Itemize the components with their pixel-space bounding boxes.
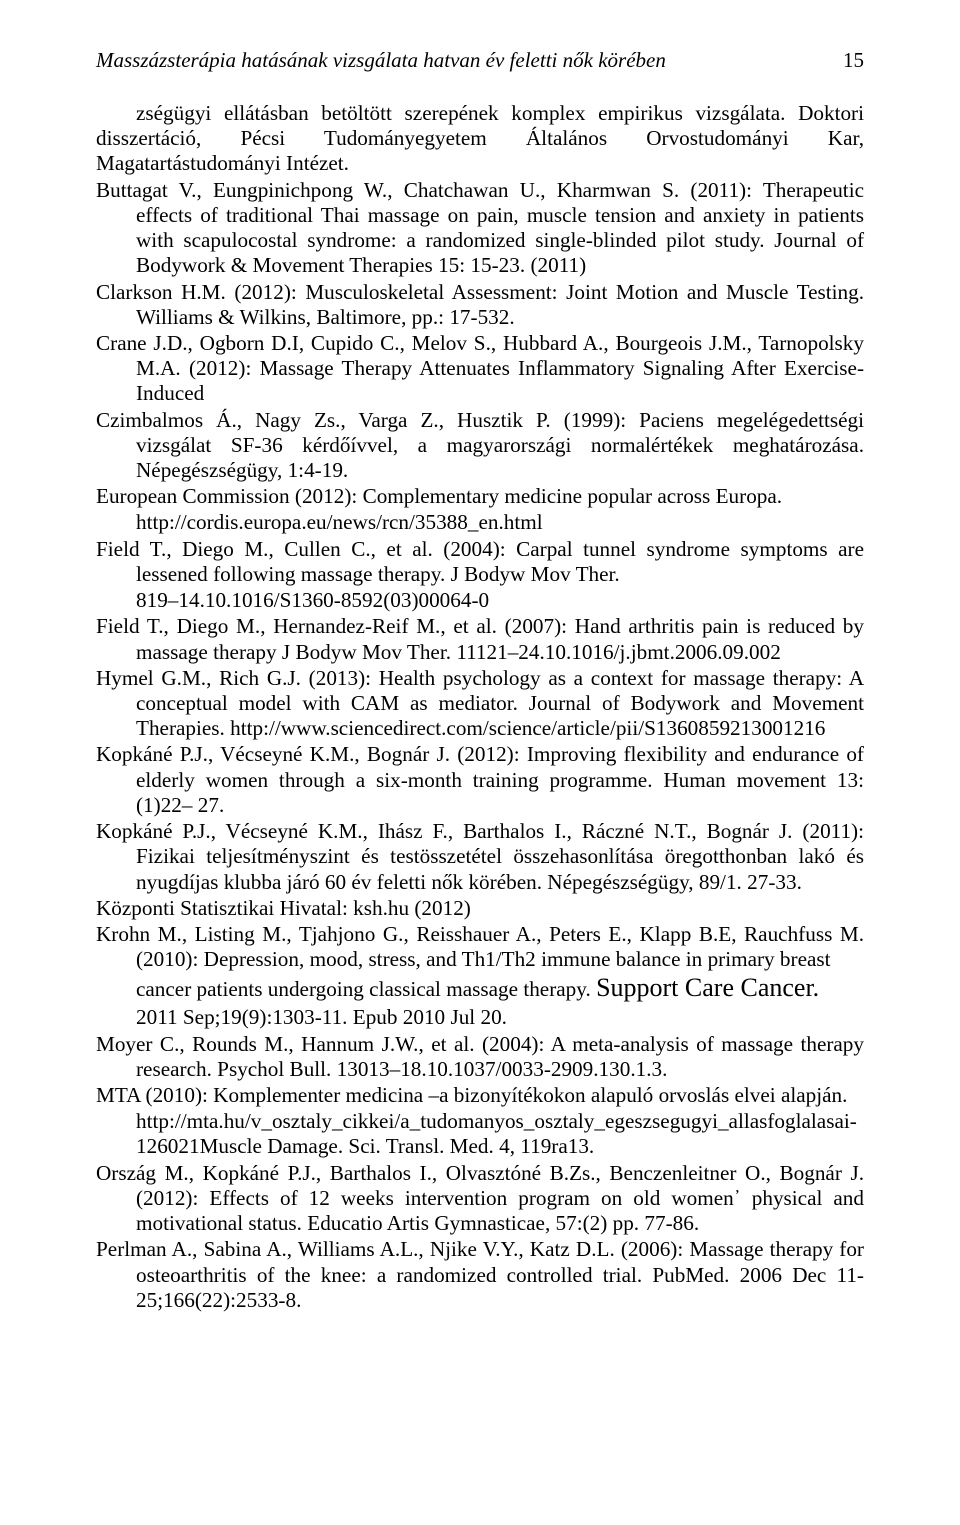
reference-entry: Clarkson H.M. (2012): Musculoskeletal As…: [96, 280, 864, 330]
page: Masszázsterápia hatásának vizsgálata hat…: [0, 0, 960, 1525]
reference-detail: 819–14.10.1016/S1360-8592(03)00064-0: [96, 588, 864, 613]
reference-entry: European Commission (2012): Complementar…: [96, 484, 864, 509]
reference-url: http://mta.hu/v_osztaly_cikkei/a_tudoman…: [96, 1109, 864, 1159]
reference-entry: Ország M., Kopkáné P.J., Barthalos I., O…: [96, 1161, 864, 1237]
reference-entry: Kopkáné P.J., Vécseyné K.M., Bognár J. (…: [96, 742, 864, 818]
running-head: Masszázsterápia hatásának vizsgálata hat…: [96, 48, 864, 73]
reference-entry: Field T., Diego M., Cullen C., et al. (2…: [96, 537, 864, 587]
reference-detail: 2011 Sep;19(9):1303-11. Epub 2010 Jul 20…: [96, 1005, 864, 1030]
ref-text: cancer patients undergoing classical mas…: [136, 977, 596, 1001]
page-number: 15: [843, 48, 864, 73]
reference-entry: Crane J.D., Ogborn D.I, Cupido C., Melov…: [96, 331, 864, 407]
running-title: Masszázsterápia hatásának vizsgálata hat…: [96, 48, 666, 73]
reference-entry: Kopkáné P.J., Vécseyné K.M., Ihász F., B…: [96, 819, 864, 895]
reference-entry: Központi Statisztikai Hivatal: ksh.hu (2…: [96, 896, 864, 921]
reference-entry: Moyer C., Rounds M., Hannum J.W., et al.…: [96, 1032, 864, 1082]
reference-url: http://cordis.europa.eu/news/rcn/35388_e…: [96, 510, 864, 535]
reference-entry: MTA (2010): Komplementer medicina –a biz…: [96, 1083, 864, 1108]
reference-entry: Buttagat V., Eungpinichpong W., Chatchaw…: [96, 178, 864, 279]
reference-line: cancer patients undergoing classical mas…: [96, 973, 864, 1004]
reference-entry: Field T., Diego M., Hernandez-Reif M., e…: [96, 614, 864, 664]
reference-entry: Hymel G.M., Rich G.J. (2013): Health psy…: [96, 666, 864, 742]
reference-entry: Krohn M., Listing M., Tjahjono G., Reiss…: [96, 922, 864, 972]
ref-emph: Support Care Cancer.: [596, 973, 819, 1002]
reference-continuation: zségügyi ellátásban betöltött szerepének…: [96, 101, 864, 177]
reference-entry: Czimbalmos Á., Nagy Zs., Varga Z., Huszt…: [96, 408, 864, 484]
reference-entry: Perlman A., Sabina A., Williams A.L., Nj…: [96, 1237, 864, 1313]
